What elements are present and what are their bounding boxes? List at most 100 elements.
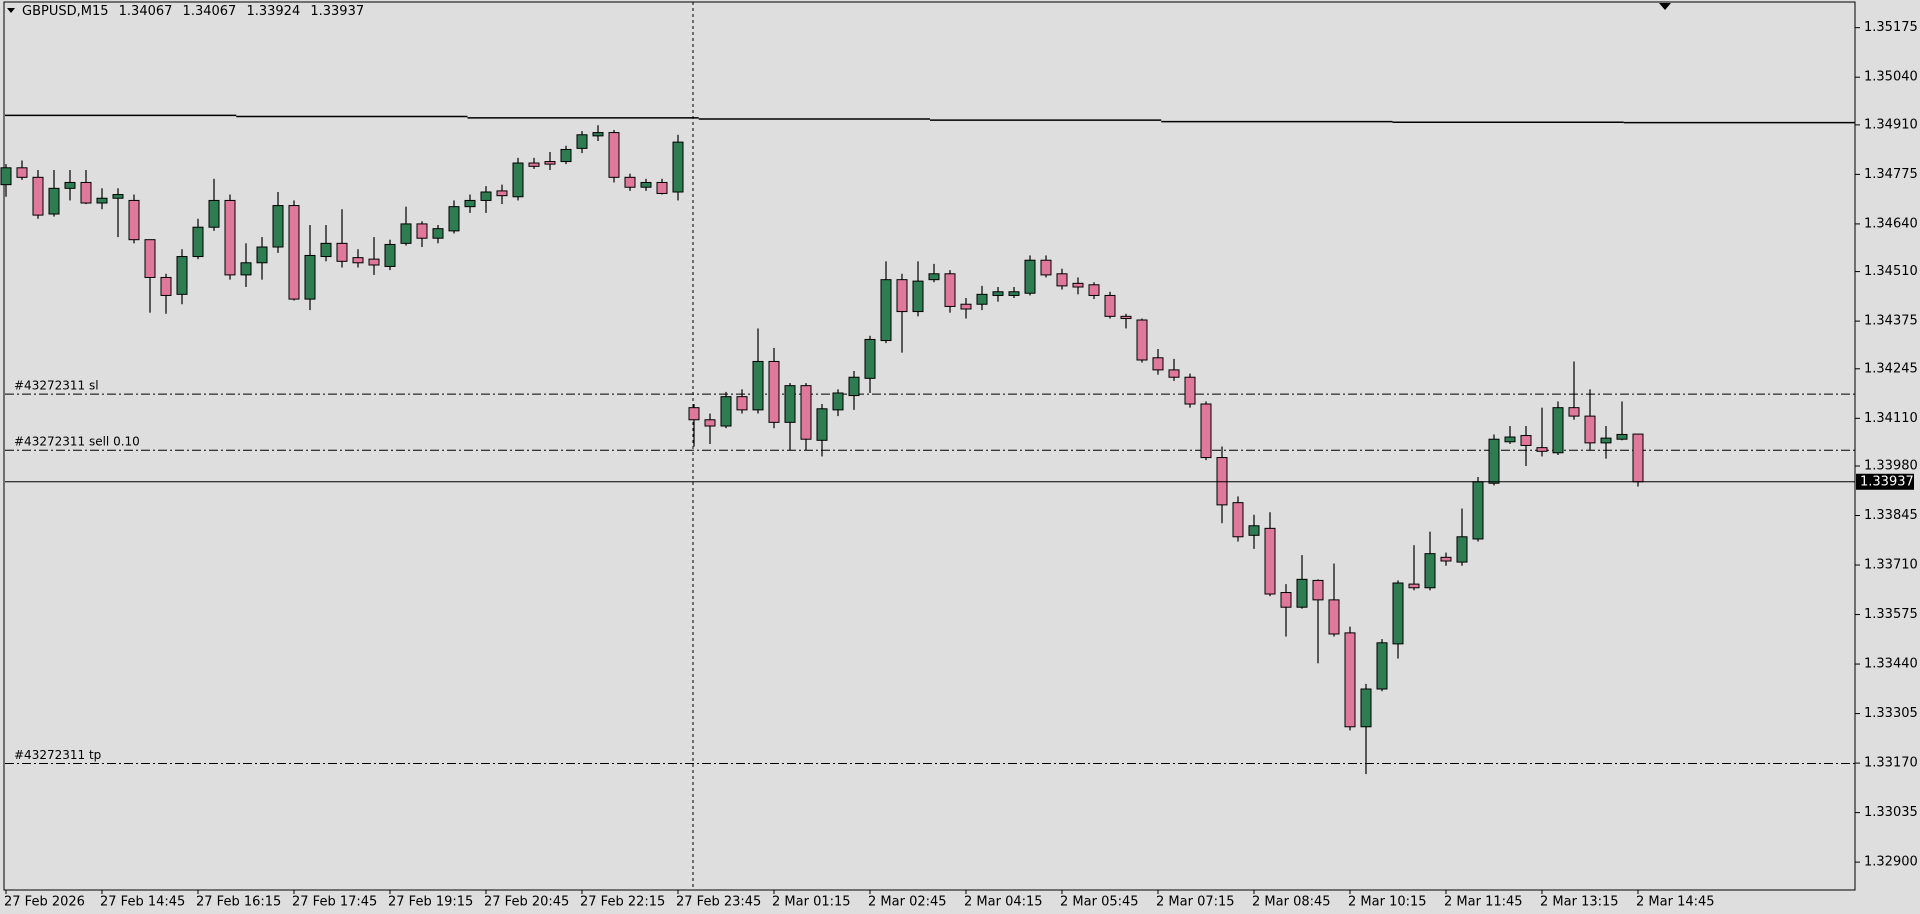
candle-body xyxy=(736,396,748,411)
candle-body xyxy=(608,132,620,178)
plot-frame xyxy=(3,1,1856,891)
x-tick-label: 27 Feb 17:45 xyxy=(292,895,377,910)
candle-body xyxy=(1328,599,1340,635)
y-tick-label: 1.33035 xyxy=(1864,805,1918,820)
candle-body xyxy=(1072,282,1084,288)
candle-body xyxy=(1136,319,1148,361)
last-low: 1.33924 xyxy=(246,4,301,19)
x-tick-label: 2 Mar 05:45 xyxy=(1060,895,1139,910)
candle-body xyxy=(1056,273,1068,287)
candle-body xyxy=(1216,457,1228,506)
x-tick-label: 27 Feb 23:45 xyxy=(676,895,761,910)
candle-body xyxy=(144,239,156,278)
candle-body xyxy=(16,167,28,178)
candle-body xyxy=(624,176,636,188)
candle-body xyxy=(720,396,732,427)
candle-body xyxy=(224,199,236,276)
shift-marker[interactable] xyxy=(1659,3,1671,10)
y-tick-label: 1.35040 xyxy=(1864,70,1918,85)
candle-body xyxy=(96,197,108,204)
y-tick-label: 1.34640 xyxy=(1864,216,1918,231)
candle-body xyxy=(800,385,812,440)
candle-body xyxy=(944,273,956,307)
last-high: 1.34067 xyxy=(182,4,237,19)
candle-body xyxy=(1088,284,1100,296)
candle-body xyxy=(1040,259,1052,276)
candle-body xyxy=(1440,556,1452,562)
bid-label: 1.33937 xyxy=(1860,474,1914,489)
candle-body xyxy=(1184,376,1196,405)
candle-body xyxy=(304,254,316,300)
candle-body xyxy=(1312,579,1324,601)
candle-body xyxy=(1632,433,1644,483)
x-tick-label: 27 Feb 20:45 xyxy=(484,895,569,910)
x-tick-label: 2 Mar 10:15 xyxy=(1348,895,1427,910)
last-open: 1.34067 xyxy=(118,4,173,19)
candle-body xyxy=(416,223,428,239)
candle-body xyxy=(112,194,124,199)
candle-body xyxy=(976,293,988,305)
y-tick-label: 1.32900 xyxy=(1864,855,1918,870)
candle-body xyxy=(496,190,508,197)
x-tick-label: 27 Feb 22:15 xyxy=(580,895,665,910)
y-tick-label: 1.33980 xyxy=(1864,458,1918,473)
candle-body xyxy=(784,385,796,423)
candle-body xyxy=(1008,291,1020,296)
candle-body xyxy=(848,376,860,397)
candle-body xyxy=(0,167,12,186)
candle-body xyxy=(832,392,844,411)
candle-body xyxy=(1248,525,1260,536)
candle-body xyxy=(960,303,972,310)
candle-body xyxy=(1200,403,1212,459)
candle-body xyxy=(160,276,172,296)
menu-triangle[interactable] xyxy=(7,8,15,13)
candle-body xyxy=(240,262,252,276)
candle-body xyxy=(320,242,332,258)
candle-body xyxy=(1360,688,1372,728)
candle-body xyxy=(752,360,764,411)
candle-body xyxy=(464,199,476,208)
candle-body xyxy=(544,161,556,165)
candle-body xyxy=(1504,436,1516,443)
symbol: GBPUSD,M15 xyxy=(22,4,109,19)
candle-body xyxy=(1600,437,1612,444)
candle-body xyxy=(432,228,444,239)
candle-body xyxy=(1120,315,1132,320)
candle-body xyxy=(1344,632,1356,728)
x-tick-label: 2 Mar 11:45 xyxy=(1444,895,1523,910)
candle-body xyxy=(1392,582,1404,645)
candle-body xyxy=(880,279,892,342)
candle-body xyxy=(400,223,412,244)
candle-body xyxy=(640,181,652,188)
candle-body xyxy=(864,338,876,379)
x-tick-label: 2 Mar 08:45 xyxy=(1252,895,1331,910)
x-tick-label: 27 Feb 16:15 xyxy=(196,895,281,910)
candle-body xyxy=(64,181,76,189)
header: GBPUSD,M15 1.34067 1.34067 1.33924 1.339… xyxy=(22,4,370,19)
candle-body xyxy=(592,132,604,137)
y-tick-label: 1.33575 xyxy=(1864,607,1918,622)
candle-body xyxy=(208,199,220,228)
candle-body xyxy=(480,191,492,201)
y-tick-label: 1.33710 xyxy=(1864,558,1918,573)
candle-body xyxy=(560,148,572,163)
candle-body xyxy=(1424,553,1436,589)
candle-body xyxy=(128,199,140,241)
candle-body xyxy=(1104,294,1116,317)
x-tick-label: 27 Feb 2026 xyxy=(4,895,85,910)
candle-body xyxy=(1488,438,1500,484)
y-tick-label: 1.33845 xyxy=(1864,508,1918,523)
candle-body xyxy=(176,256,188,295)
x-tick-label: 27 Feb 19:15 xyxy=(388,895,473,910)
y-tick-label: 1.34245 xyxy=(1864,361,1918,376)
candle-body xyxy=(1472,481,1484,540)
candle-body xyxy=(1552,407,1564,454)
candle-body xyxy=(896,279,908,313)
candle-body xyxy=(576,134,588,149)
candle-body xyxy=(288,205,300,300)
candle-body xyxy=(1584,415,1596,444)
candle-body xyxy=(272,205,284,248)
candle-body xyxy=(32,176,44,216)
candle-body xyxy=(1264,527,1276,595)
